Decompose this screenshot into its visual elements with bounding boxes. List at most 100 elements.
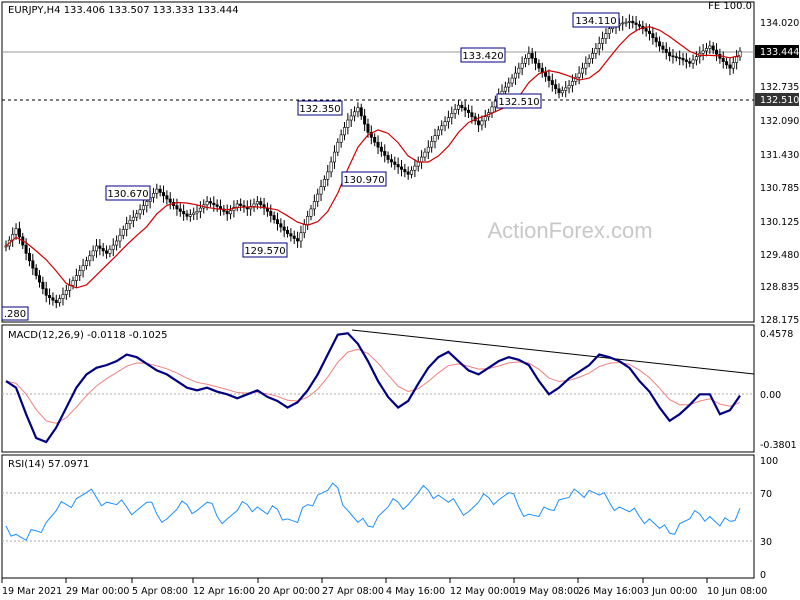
price-tick-130125: 130.125 <box>760 217 799 228</box>
candle-body <box>219 206 223 210</box>
candle-body <box>537 62 541 69</box>
candle-body <box>302 224 306 234</box>
candle-body <box>634 22 638 25</box>
candle-body <box>674 56 678 58</box>
candle-body <box>198 207 202 212</box>
macd-panel-frame <box>1 324 755 453</box>
candle-body <box>597 43 601 49</box>
candle-body <box>205 201 209 206</box>
candle-body <box>84 260 88 266</box>
moving-average-line <box>5 26 741 289</box>
candle-body <box>128 220 132 225</box>
candle-body <box>131 216 135 221</box>
candle-body <box>252 203 256 207</box>
callout-134110: 134.110 <box>572 12 620 28</box>
macd-tick-zero: 0.00 <box>760 390 781 401</box>
candle-body <box>105 250 109 254</box>
candle-body <box>51 297 55 301</box>
candle-body <box>550 80 554 85</box>
candle-body <box>681 58 685 61</box>
candle-body <box>41 281 45 290</box>
candle-body <box>490 106 494 113</box>
rsi-tick-0: 0 <box>760 570 766 581</box>
candle-body <box>168 198 172 203</box>
candle-body <box>322 178 326 187</box>
candle-body <box>410 169 414 175</box>
candle-body <box>547 76 551 81</box>
callout-129570: 129.570 <box>242 242 288 258</box>
candle-body <box>661 45 665 50</box>
candle-body <box>389 159 393 163</box>
candle-body <box>399 166 403 170</box>
rsi-tick-30: 30 <box>760 537 772 548</box>
candle-body <box>34 267 38 276</box>
time-axis-label: 20 Apr 00:00 <box>258 586 320 597</box>
candle-body <box>138 209 142 215</box>
candle-body <box>17 228 21 238</box>
candle-body <box>463 107 467 111</box>
candle-body <box>339 134 343 143</box>
time-axis: 19 Mar 2021 29 Mar 00:00 5 Apr 08:00 12 Apr… <box>1 578 767 597</box>
time-axis-label: 29 Mar 00:00 <box>66 586 129 597</box>
candle-body <box>708 45 712 49</box>
candle-body <box>24 244 28 254</box>
candle-body <box>74 275 78 281</box>
candle-body <box>493 100 497 108</box>
candle-body <box>165 195 169 200</box>
candle-body <box>460 104 464 108</box>
candle-body <box>185 213 189 217</box>
candle-body <box>108 248 112 254</box>
candle-body <box>580 67 584 74</box>
callout-129570-text: 129.570 <box>244 246 285 257</box>
candle-body <box>64 290 68 295</box>
candle-body <box>195 211 199 214</box>
candle-body <box>477 120 481 126</box>
candle-body <box>145 201 149 206</box>
candle-body <box>383 151 387 156</box>
candle-body <box>456 104 460 110</box>
candle-body <box>688 61 692 64</box>
candle-body <box>386 155 390 160</box>
price-tick-128835: 128.835 <box>760 282 799 293</box>
candle-body <box>299 232 303 242</box>
candle-body <box>135 213 139 218</box>
candle-body <box>343 127 347 136</box>
time-axis-label: 5 Apr 08:00 <box>132 586 188 597</box>
candle-body <box>648 30 652 34</box>
candle-body <box>446 117 450 122</box>
candle-body <box>88 255 92 262</box>
candle-body <box>721 58 725 62</box>
candle-body <box>272 215 276 220</box>
candle-body <box>359 107 363 117</box>
candle-body <box>517 67 521 74</box>
candle-body <box>178 208 182 212</box>
candle-body <box>654 37 658 43</box>
candle-body <box>671 55 675 58</box>
candle-body <box>738 50 742 58</box>
candle-body <box>326 171 330 180</box>
candle-body <box>423 151 427 158</box>
time-axis-label: 19 May 08:00 <box>514 586 579 597</box>
candle-body <box>312 201 316 210</box>
candle-body <box>577 72 581 78</box>
price-panel-frame <box>1 1 755 323</box>
candle-body <box>141 205 145 211</box>
callout-132350: 132.350 <box>297 100 343 116</box>
candle-body <box>225 211 229 215</box>
candle-body <box>376 141 380 148</box>
candle-body <box>4 245 8 248</box>
candle-body <box>98 245 102 249</box>
candle-body <box>701 50 705 54</box>
candle-body <box>269 211 273 216</box>
candle-body <box>306 216 310 225</box>
price-tick-130785: 130.785 <box>760 183 799 194</box>
candle-body <box>27 253 31 262</box>
rsi-title: RSI(14) 57.0971 <box>8 459 89 470</box>
rsi-panel-frame <box>1 454 755 579</box>
candle-body <box>483 116 487 122</box>
candle-body <box>296 238 300 242</box>
candle-body <box>316 193 320 202</box>
candle-body <box>282 226 286 231</box>
candle-body <box>182 211 186 215</box>
